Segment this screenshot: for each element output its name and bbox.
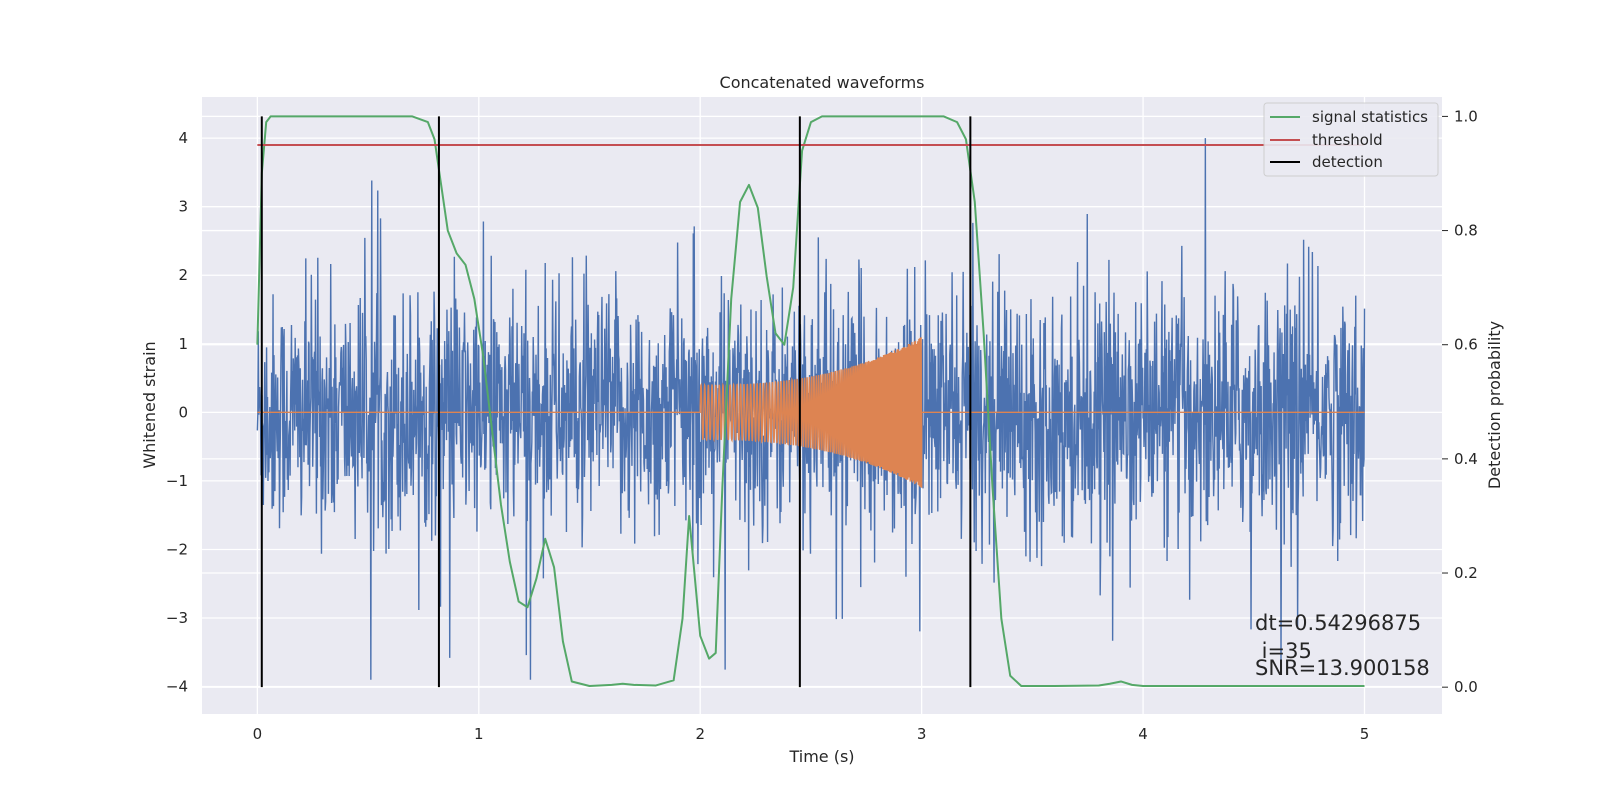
y-tick-label: −4 — [166, 678, 188, 696]
x-tick-label: 2 — [695, 725, 705, 743]
y-tick-label: −3 — [166, 609, 188, 627]
y-tick-label: −2 — [166, 540, 188, 558]
y-tick-label: −1 — [166, 472, 188, 490]
y-tick-label: 1 — [178, 335, 188, 353]
y-tick-label: 4 — [178, 129, 188, 147]
x-tick-label: 5 — [1360, 725, 1370, 743]
y2-tick-label: 0.8 — [1454, 222, 1478, 240]
annotation-dt: dt=0.54296875 — [1255, 611, 1421, 635]
chart-title: Concatenated waveforms — [720, 73, 925, 92]
y2-axis-label: Detection probability — [1485, 321, 1504, 489]
y-tick-label: 2 — [178, 266, 188, 284]
y2-tick-label: 0.4 — [1454, 450, 1478, 468]
annotations: dt=0.54296875 i=35 SNR=13.900158 — [1255, 611, 1430, 680]
x-axis-label: Time (s) — [788, 747, 854, 766]
injected-signal-series — [257, 337, 1365, 488]
legend-box — [1263, 102, 1439, 177]
legend-label-threshold: threshold — [1312, 131, 1383, 149]
x-tick-label: 4 — [1138, 725, 1148, 743]
y2-tick-label: 0.6 — [1454, 336, 1478, 354]
y-tick-label: 3 — [178, 198, 188, 216]
y2-tick-label: 0.2 — [1454, 564, 1478, 582]
x-tick-label: 0 — [253, 725, 263, 743]
legend-label-signal-statistics: signal statistics — [1312, 108, 1428, 126]
y-axis-label: Whitened strain — [140, 341, 159, 468]
legend: signal statistics threshold detection — [1263, 102, 1439, 177]
annotation-snr: SNR=13.900158 — [1255, 656, 1430, 680]
legend-label-detection: detection — [1312, 153, 1383, 171]
ticks: 0 1 2 3 4 5 −4 −3 −2 −1 0 1 2 3 4 0.0 0.2 0.4 0.6 0.8 1.0 — [166, 107, 1478, 743]
data-layer — [256, 115, 1366, 688]
y-tick-label: 0 — [178, 403, 188, 421]
signal-statistics-series — [256, 115, 1365, 688]
y2-tick-label: 1.0 — [1454, 107, 1478, 125]
x-tick-label: 1 — [474, 725, 484, 743]
annotation-i: i=35 — [1255, 639, 1312, 663]
x-tick-label: 3 — [917, 725, 927, 743]
y2-tick-label: 0.0 — [1454, 678, 1478, 696]
